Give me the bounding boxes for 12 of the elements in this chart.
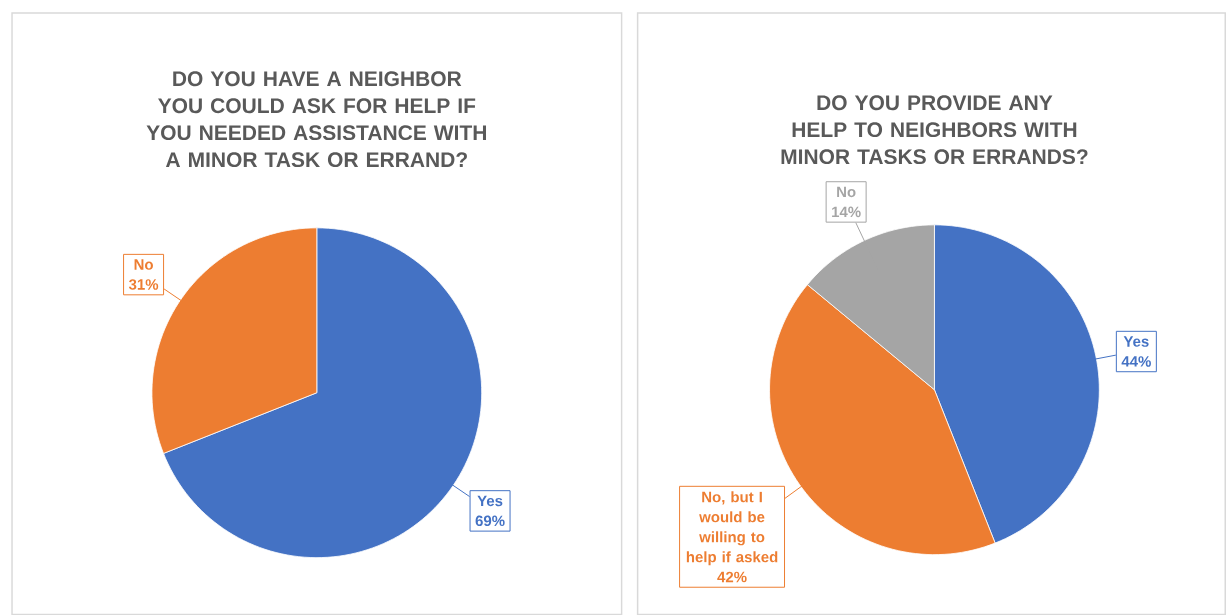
slice-label: No, but I would be willing to help if asked (686, 491, 778, 566)
chart-title: DO YOU PROVIDE ANY HELP TO NEIGHBORS WITH MINOR TASKS OR ERRANDS? (781, 95, 1088, 164)
data-label: 44% (1121, 356, 1151, 367)
data-label: 42% (717, 571, 747, 583)
slice-label: No (134, 259, 153, 270)
data-label: 69% (475, 515, 505, 526)
data-label: 31% (128, 279, 159, 290)
slice-label: Yes (1123, 336, 1149, 347)
data-label: 14% (832, 206, 861, 217)
slice-label: Yes (477, 495, 503, 506)
chart-title: DO YOU HAVE A NEIGHBOR YOU COULD ASK FOR HELP IF YOU NEEDED ASSISTANCE WITH A MINOR TASK OR ERRAND? (146, 71, 487, 167)
slice-label: No (837, 186, 856, 198)
